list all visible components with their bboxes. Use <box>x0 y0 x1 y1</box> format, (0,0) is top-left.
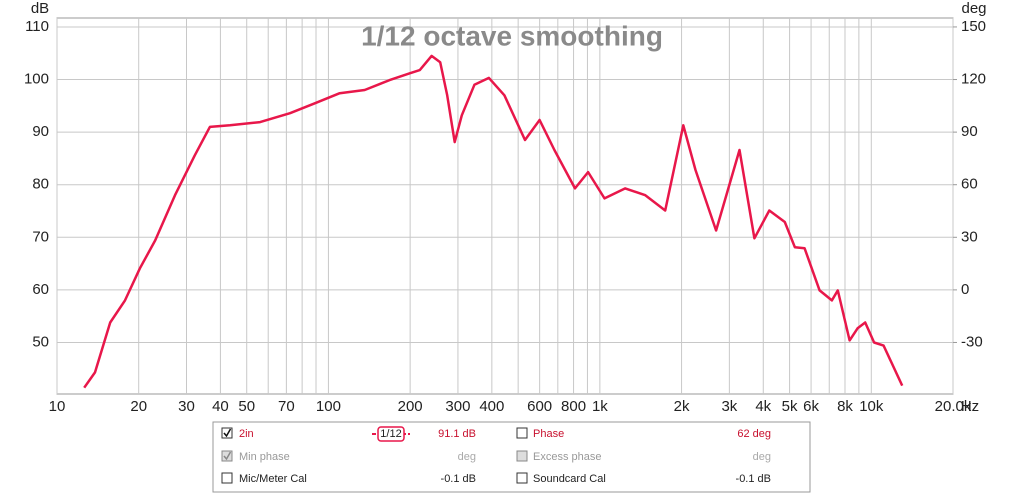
grid <box>56 18 954 394</box>
check-mark <box>223 451 232 461</box>
x-tick-label: 10k <box>859 398 884 415</box>
x-tick-label: 70 <box>278 398 295 415</box>
mic-cal-label: Mic/Meter Cal <box>239 473 307 485</box>
x-tick-label: 200 <box>398 398 423 415</box>
legend-frame <box>212 421 811 493</box>
x-tick-label: 20.0k <box>935 398 972 415</box>
x-tick-label: 3k <box>721 398 737 415</box>
min-phase-label: Min phase <box>239 451 290 463</box>
x-tick-label: 40 <box>212 398 229 415</box>
y2-tick-label: 30 <box>961 228 978 245</box>
x-tick-label: 800 <box>561 398 586 415</box>
checkbox[interactable] <box>221 472 233 484</box>
smoothing-icon[interactable] <box>377 426 405 442</box>
x-tick-label: 4k <box>755 398 771 415</box>
smoothing-label: 1/12 <box>380 428 401 440</box>
y-tick-label: 90 <box>32 123 49 140</box>
phase-value: 62 deg <box>737 428 771 440</box>
checkbox[interactable] <box>221 427 233 439</box>
x-axis-label: Hz <box>961 398 979 415</box>
checkbox[interactable] <box>516 472 528 484</box>
x-tick-label: 400 <box>479 398 504 415</box>
x-tick-label: 10 <box>49 398 66 415</box>
plot-frame <box>56 17 954 395</box>
excess-phase-label: Excess phase <box>533 451 601 463</box>
x-tick-label: 1k <box>592 398 608 415</box>
mic-cal-value: -0.1 dB <box>441 473 476 485</box>
x-tick-label: 20 <box>130 398 147 415</box>
min-phase-value: deg <box>458 451 476 463</box>
y2-axis-label: deg <box>961 0 986 17</box>
legend-panel: 2in 1/12 91.1 dB Phase 62 deg Min phase … <box>212 421 811 493</box>
y2-tick-label: 120 <box>961 70 986 87</box>
x-tick-label: 600 <box>527 398 552 415</box>
y-tick-label: 70 <box>32 228 49 245</box>
y-tick-label: 50 <box>32 333 49 350</box>
x-tick-label: 6k <box>803 398 819 415</box>
y-tick-label: 100 <box>24 70 49 87</box>
excess-phase-value: deg <box>753 451 771 463</box>
y-tick-label: 80 <box>32 176 49 193</box>
y2-tick-label: 150 <box>961 18 986 35</box>
y2-tick-label: -30 <box>961 333 983 350</box>
check-mark <box>223 428 232 438</box>
x-tick-label: 50 <box>238 398 255 415</box>
checkbox[interactable] <box>221 450 233 462</box>
x-tick-label: 30 <box>178 398 195 415</box>
y-axis-label: dB <box>31 0 49 17</box>
series-line <box>83 54 904 389</box>
checkbox[interactable] <box>516 427 528 439</box>
spl-value: 91.1 dB <box>438 428 476 440</box>
x-tick-label: 8k <box>837 398 853 415</box>
phase-label: Phase <box>533 428 564 440</box>
y2-tick-label: 90 <box>961 123 978 140</box>
x-tick-label: 100 <box>316 398 341 415</box>
y-tick-label: 110 <box>25 18 49 35</box>
soundcard-cal-label: Soundcard Cal <box>533 473 606 485</box>
y-tick-label: 60 <box>32 281 49 298</box>
legend-series-name: 2in <box>239 428 254 440</box>
chart-title: 1/12 octave smoothing <box>361 20 663 51</box>
checkbox[interactable] <box>516 450 528 462</box>
y2-tick-label: 60 <box>961 176 978 193</box>
x-tick-label: 300 <box>445 398 470 415</box>
x-tick-label: 2k <box>674 398 690 415</box>
x-tick-label: 5k <box>782 398 798 415</box>
y2-tick-label: 0 <box>961 281 969 298</box>
soundcard-cal-value: -0.1 dB <box>736 473 771 485</box>
